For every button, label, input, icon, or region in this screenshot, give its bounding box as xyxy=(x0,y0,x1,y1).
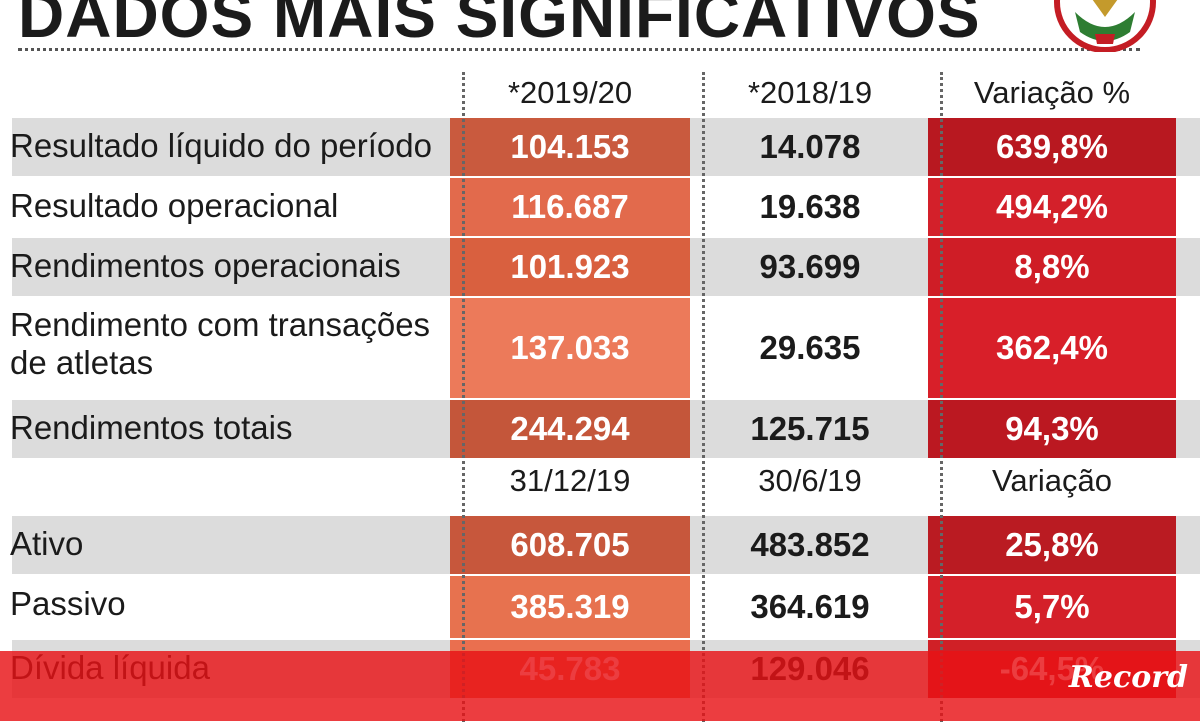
title-divider xyxy=(18,48,1140,51)
row-label: Rendimento com transações de atletas xyxy=(10,306,431,381)
value-cell-c3: 94,3% xyxy=(928,400,1176,458)
value-cell-c3: 639,8% xyxy=(928,118,1176,176)
club-crest-icon xyxy=(1054,0,1156,52)
value-cell-c1: 116.687 xyxy=(450,178,690,236)
column-divider xyxy=(940,72,943,722)
value-cell-c3: 8,8% xyxy=(928,238,1176,296)
value-cell-c2: 483.852 xyxy=(750,526,870,563)
value-cell-c2: 93.699 xyxy=(759,248,861,285)
table-title: DADOS MAIS SIGNIFICATIVOS xyxy=(18,0,981,51)
column-divider xyxy=(702,72,705,722)
value-cell-c3: 25,8% xyxy=(928,516,1176,574)
column-header: 31/12/19 xyxy=(509,463,631,498)
value-cell-c2: 14.078 xyxy=(759,128,861,165)
value-cell-c3: 5,7% xyxy=(928,576,1176,638)
value-cell-c1: 244.294 xyxy=(450,400,690,458)
value-cell-c1: 385.319 xyxy=(450,576,690,638)
column-header: Variação % xyxy=(973,75,1131,110)
watermark-bar xyxy=(0,651,1200,721)
row-label: Ativo xyxy=(10,525,84,562)
row-label: Resultado líquido do período xyxy=(10,127,432,164)
row-label: Resultado operacional xyxy=(10,187,339,224)
value-cell-c2: 125.715 xyxy=(750,410,870,447)
value-cell-c1: 101.923 xyxy=(450,238,690,296)
column-header: *2018/19 xyxy=(747,75,873,110)
column-header: 30/6/19 xyxy=(758,463,862,498)
value-cell-c2: 19.638 xyxy=(759,188,861,225)
column-divider xyxy=(462,72,465,722)
value-cell-c2: 364.619 xyxy=(750,588,870,625)
value-cell-c1: 608.705 xyxy=(450,516,690,574)
value-cell-c1: 104.153 xyxy=(450,118,690,176)
value-cell-c3: 494,2% xyxy=(928,178,1176,236)
column-header: Variação xyxy=(991,463,1113,498)
column-header: *2019/20 xyxy=(507,75,633,110)
row-label: Rendimentos operacionais xyxy=(10,247,401,284)
row-label: Rendimentos totais xyxy=(10,409,293,446)
value-cell-c1: 137.033 xyxy=(450,298,690,398)
value-cell-c3: 362,4% xyxy=(928,298,1176,398)
value-cell-c2: 29.635 xyxy=(759,329,861,366)
row-label: Passivo xyxy=(10,585,126,622)
record-logo: Record xyxy=(1068,660,1188,695)
